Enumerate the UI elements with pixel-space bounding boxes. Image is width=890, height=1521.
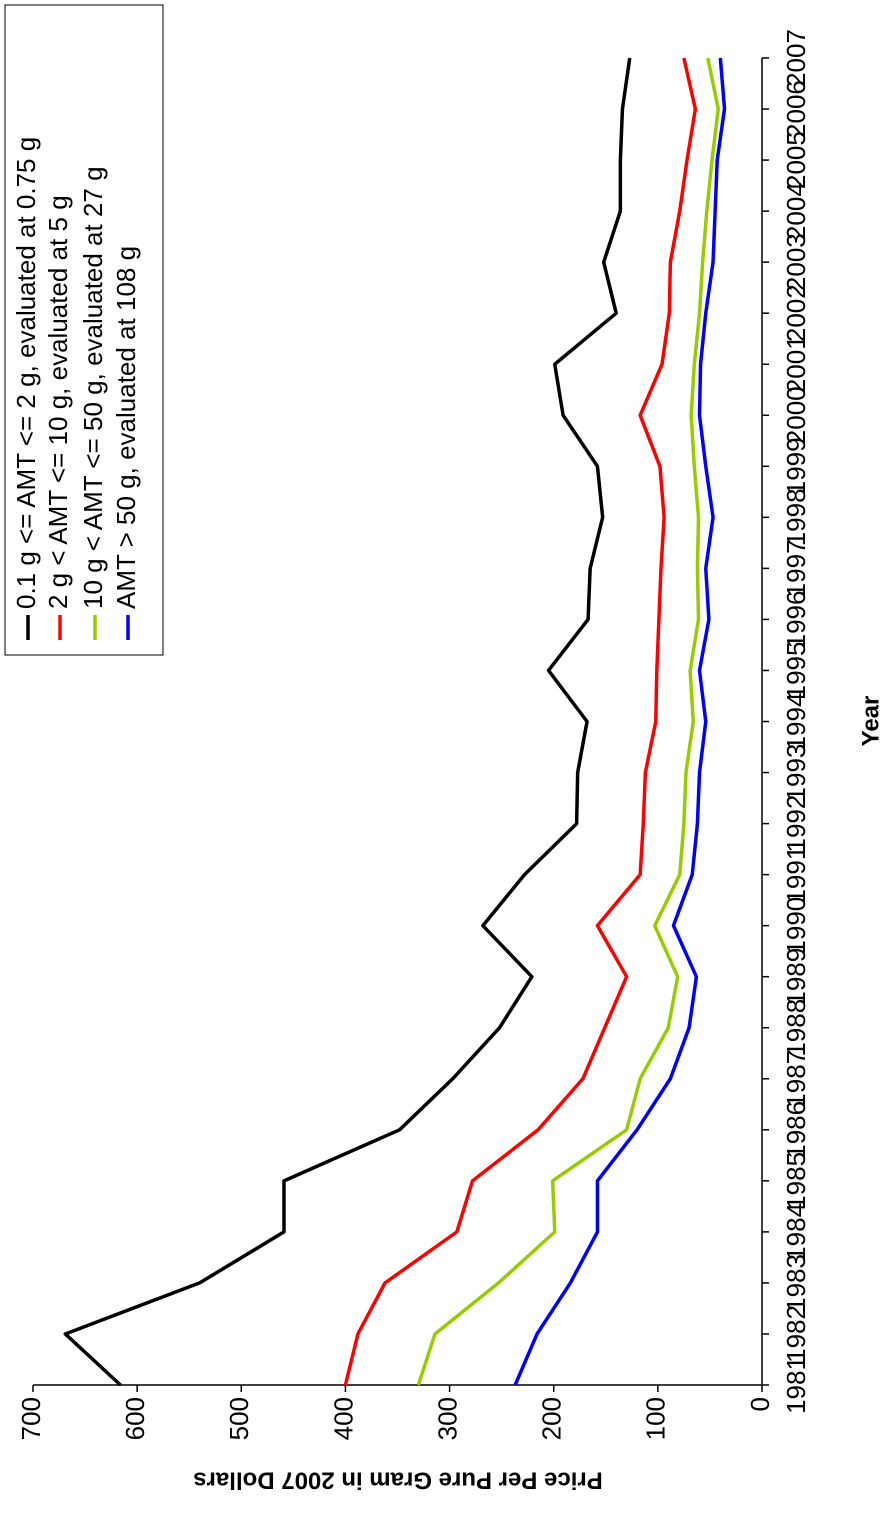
x-tick-label: 1994 [781,693,811,751]
series-line [513,57,727,1386]
x-tick-label: 1998 [781,488,811,546]
series-line [416,57,721,1386]
x-tick-label: 1995 [781,642,811,700]
y-tick-label: 200 [537,1397,567,1440]
y-tick-label: 500 [224,1397,254,1440]
series-line [343,57,698,1386]
legend-label: 2 g < AMT <= 10 g, evaluated at 5 g [43,195,73,609]
legend-label: 0.1 g <= AMT <= 2 g, evaluated at 0.75 g [11,137,41,609]
x-tick-label: 2006 [781,80,811,138]
y-tick-label: 700 [16,1397,46,1440]
x-tick-label: 1988 [781,999,811,1057]
x-tick-label: 1996 [781,591,811,649]
x-tick-label: 1985 [781,1152,811,1210]
x-tick-label: 2002 [781,284,811,342]
y-tick-label: 100 [641,1397,671,1440]
x-tick-label: 2001 [781,335,811,393]
y-tick-label: 600 [120,1397,150,1440]
legend-box [4,4,164,656]
y-tick-label: 400 [328,1397,358,1440]
x-tick-label: 1992 [781,795,811,853]
rotated-chart: Year Price Per Pure Gram in 2007 Dollars… [4,4,884,1494]
x-tick-label: 1991 [781,846,811,904]
x-tick-label: 2004 [781,182,811,240]
x-tick-label: 1999 [781,437,811,495]
x-tick-label: 2007 [781,29,811,87]
legend-label: 10 g < AMT <= 50 g, evaluated at 27 g [78,166,108,609]
x-tick-label: 1986 [781,1101,811,1159]
x-tick-label: 1984 [781,1203,811,1261]
x-tick-label: 2003 [781,233,811,291]
series-line [63,57,632,1387]
x-tick-label: 1997 [781,539,811,597]
y-axis-title: Price Per Pure Gram in 2007 Dollars [193,1467,603,1494]
x-tick-label: 2005 [781,131,811,189]
y-tick-label: 300 [432,1397,462,1440]
x-tick-label: 1990 [781,897,811,955]
x-tick-label: 1993 [781,744,811,802]
y-tick-label: 0 [745,1397,775,1411]
x-tick-label: 1983 [781,1254,811,1312]
x-axis-title: Year [857,696,884,747]
x-tick-label: 2000 [781,386,811,444]
x-tick-label: 1987 [781,1050,811,1108]
legend-label: AMT > 50 g, evaluated at 108 g [111,246,141,609]
x-tick-label: 1989 [781,948,811,1006]
x-tick-label: 1981 [781,1356,811,1414]
x-tick-label: 1982 [781,1305,811,1363]
